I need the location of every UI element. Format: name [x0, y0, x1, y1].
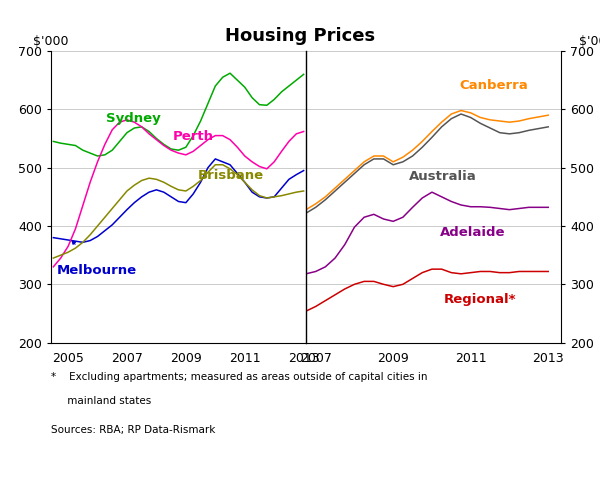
Text: mainland states: mainland states	[51, 396, 151, 406]
Text: Sources: RBA; RP Data-Rismark: Sources: RBA; RP Data-Rismark	[51, 425, 215, 435]
Text: Melbourne: Melbourne	[56, 264, 136, 277]
Text: Perth: Perth	[173, 130, 214, 142]
Text: Australia: Australia	[409, 170, 476, 183]
Text: *    Excluding apartments; measured as areas outside of capital cities in: * Excluding apartments; measured as area…	[51, 372, 427, 382]
Text: Canberra: Canberra	[459, 79, 528, 92]
Text: Regional*: Regional*	[443, 294, 516, 307]
Text: Brisbane: Brisbane	[197, 169, 264, 182]
Text: Housing Prices: Housing Prices	[225, 27, 375, 45]
Text: $'000: $'000	[579, 35, 600, 48]
Text: Adelaide: Adelaide	[440, 226, 505, 239]
Text: Sydney: Sydney	[106, 111, 161, 124]
Text: $'000: $'000	[33, 35, 68, 48]
